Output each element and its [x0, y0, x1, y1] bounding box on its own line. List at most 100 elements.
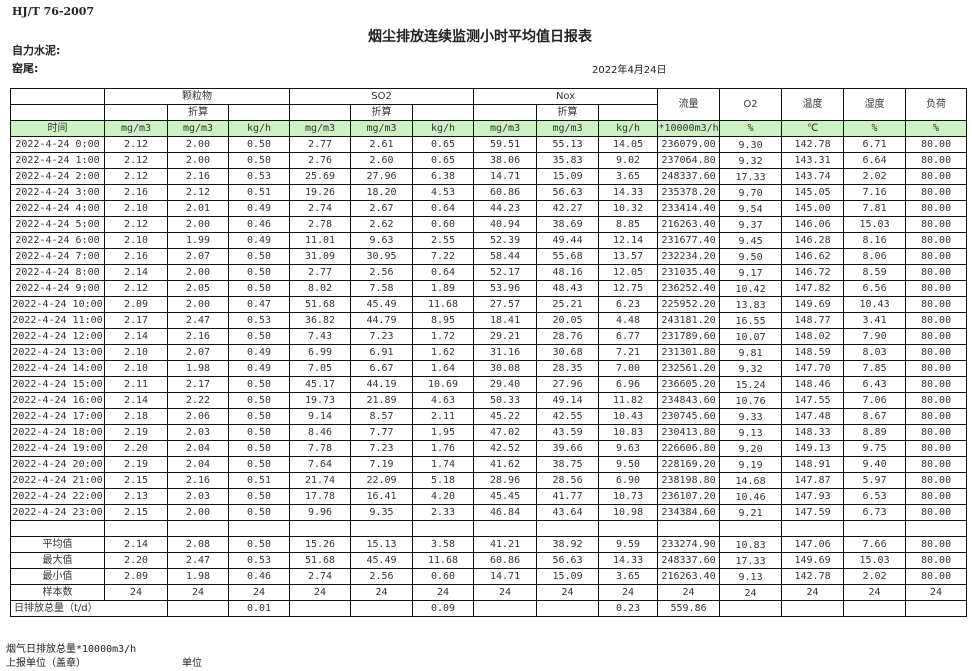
- table-cell: 11.82: [598, 392, 659, 409]
- table-cell: 0.49: [227, 200, 291, 217]
- pm-converted: 折算: [167, 104, 229, 121]
- table-cell: 146.72: [781, 264, 845, 281]
- table-cell: [536, 600, 600, 617]
- header-blank: [10, 104, 105, 121]
- table-cell: 0.50: [227, 440, 291, 457]
- table-cell: 148.02: [781, 328, 845, 345]
- table-cell: 2.16: [104, 248, 168, 265]
- row-label: 2022-4-24 8:00: [10, 264, 105, 281]
- table-cell: 5.97: [843, 472, 907, 489]
- table-cell: 147.93: [781, 488, 845, 505]
- table-cell: 0.50: [227, 488, 291, 505]
- table-cell: 13.57: [598, 248, 659, 265]
- table-cell: 80.00: [905, 232, 968, 249]
- table-cell: 2.10: [104, 232, 168, 249]
- table-cell: 36.82: [289, 312, 352, 329]
- table-row: 2022-4-24 13:00 2.10 2.07 0.49 6.99 6.91 1.62 3…: [10, 344, 968, 361]
- table-cell: 2.04: [167, 456, 229, 473]
- table-cell: 15.26: [289, 536, 352, 553]
- table-cell: 29.40: [473, 376, 538, 393]
- table-cell: 7.06: [843, 392, 907, 409]
- table-cell: 2.16: [167, 168, 229, 185]
- table-cell: [473, 520, 538, 537]
- table-cell: 231677.40: [657, 232, 721, 249]
- header-blank: [104, 104, 168, 121]
- table-cell: 2.19: [104, 424, 168, 441]
- table-cell: 80.00: [905, 168, 968, 185]
- summary-row: 平均值 2.14 2.08 0.50 15.26 15.13 3.58 41.21 38.92 9…: [10, 536, 968, 553]
- table-cell: 9.70: [719, 184, 783, 201]
- table-cell: 238198.80: [657, 472, 721, 489]
- table-cell: 9.19: [719, 456, 783, 473]
- table-cell: 234384.60: [657, 504, 721, 521]
- table-cell: [289, 600, 352, 617]
- table-cell: 24: [781, 584, 845, 601]
- table-cell: 9.02: [598, 152, 659, 169]
- table-cell: 43.59: [536, 424, 600, 441]
- table-cell: 28.56: [536, 472, 600, 489]
- table-cell: 80.00: [905, 392, 968, 409]
- daily-total-row: 日排放总量（t/d） 0.01 0.09 0.23 559.86: [10, 600, 968, 617]
- table-cell: 6.53: [843, 488, 907, 505]
- table-cell: 0.50: [227, 536, 291, 553]
- table-cell: 147.59: [781, 504, 845, 521]
- table-cell: 28.96: [473, 472, 538, 489]
- table-cell: 236107.20: [657, 488, 721, 505]
- table-cell: 0.50: [227, 264, 291, 281]
- table-cell: 0.50: [227, 248, 291, 265]
- table-cell: 0.50: [227, 280, 291, 297]
- table-row: 2022-4-24 14:00 2.10 1.98 0.49 7.05 6.67 1.64 3…: [10, 360, 968, 377]
- row-label: 2022-4-24 6:00: [10, 232, 105, 249]
- unit-header: %: [843, 120, 907, 137]
- table-cell: 3.65: [598, 568, 659, 585]
- table-cell: [350, 600, 414, 617]
- table-cell: 2.60: [350, 152, 414, 169]
- reporter-label: 上报单位（盖章）: [6, 658, 86, 669]
- table-cell: [412, 520, 475, 537]
- table-cell: 80.00: [905, 328, 968, 345]
- table-cell: 248337.60: [657, 168, 721, 185]
- table-cell: 233414.40: [657, 200, 721, 217]
- table-cell: 16.55: [719, 312, 783, 329]
- table-cell: 2.47: [167, 312, 229, 329]
- table-cell: 3.65: [598, 168, 659, 185]
- table-cell: 9.75: [843, 440, 907, 457]
- unit-header: ℃: [781, 120, 845, 137]
- table-cell: 231301.80: [657, 344, 721, 361]
- table-cell: 2.77: [289, 136, 352, 153]
- table-cell: 6.67: [350, 360, 414, 377]
- table-cell: 2.11: [412, 408, 475, 425]
- table-cell: 11.01: [289, 232, 352, 249]
- table-cell: 149.69: [781, 296, 845, 313]
- table-cell: 51.68: [289, 296, 352, 313]
- table-cell: 2.77: [289, 264, 352, 281]
- table-cell: 80.00: [905, 456, 968, 473]
- table-cell: 46.84: [473, 504, 538, 521]
- table-cell: 0.50: [227, 424, 291, 441]
- table-cell: 0.50: [227, 408, 291, 425]
- table-row: 2022-4-24 2:00 2.12 2.16 0.53 25.69 27.96 6.38…: [10, 168, 968, 185]
- header-blank: [289, 104, 352, 121]
- table-cell: 80.00: [905, 568, 968, 585]
- table-cell: 9.81: [719, 344, 783, 361]
- table-cell: 42.52: [473, 440, 538, 457]
- table-cell: [657, 520, 721, 537]
- table-cell: 21.89: [350, 392, 414, 409]
- table-cell: 14.71: [473, 568, 538, 585]
- table-cell: 30.68: [536, 344, 600, 361]
- table-cell: 0.50: [227, 136, 291, 153]
- table-cell: 10.73: [598, 488, 659, 505]
- table-cell: 7.21: [598, 344, 659, 361]
- table-cell: 1.76: [412, 440, 475, 457]
- header-row-groups: 颗粒物 SO2 Nox 流量 O2 温度 湿度 负荷: [10, 88, 968, 121]
- table-cell: 17.78: [289, 488, 352, 505]
- table-cell: 7.19: [350, 456, 414, 473]
- table-cell: 243181.20: [657, 312, 721, 329]
- table-cell: [843, 520, 907, 537]
- table-cell: 2.00: [167, 216, 229, 233]
- daily-total-cell: 0.09: [412, 600, 475, 617]
- daily-total-cell: 日排放总量（t/d）: [10, 600, 168, 617]
- table-cell: 2.03: [167, 424, 229, 441]
- table-cell: 80.00: [905, 216, 968, 233]
- table-cell: 7.90: [843, 328, 907, 345]
